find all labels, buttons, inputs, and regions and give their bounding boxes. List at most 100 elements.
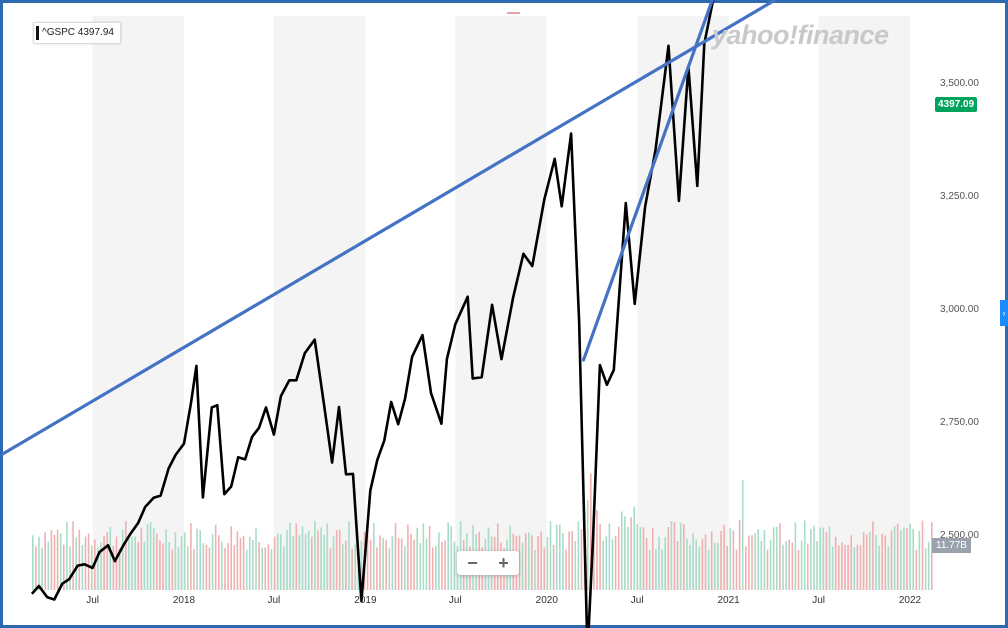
volume-bar — [562, 532, 564, 590]
volume-bar — [924, 548, 927, 590]
volume-bar — [608, 523, 611, 590]
volume-bar — [428, 525, 431, 590]
volume-bar — [276, 533, 279, 590]
volume-bar — [348, 521, 350, 590]
volume-bar — [862, 532, 865, 590]
volume-bar — [552, 545, 555, 590]
year-band — [818, 16, 910, 590]
volume-bar — [360, 540, 363, 590]
volume-bar — [720, 531, 722, 590]
zoom-in-button[interactable]: + — [498, 553, 509, 573]
volume-bar — [332, 536, 335, 590]
volume-bar — [695, 539, 697, 590]
volume-bar — [689, 544, 691, 590]
zoom-out-button[interactable]: − — [467, 553, 478, 573]
volume-bar — [125, 521, 127, 590]
volume-bar — [844, 545, 846, 590]
volume-bar — [314, 520, 316, 590]
volume-bar — [373, 523, 375, 590]
volume-bar — [162, 543, 164, 590]
volume-bar — [410, 533, 412, 590]
volume-bar — [803, 520, 806, 590]
volume-bar — [397, 537, 400, 590]
volume-bar — [704, 534, 707, 590]
volume-bar — [859, 545, 862, 590]
volume-bar — [717, 542, 719, 590]
volume-bar — [645, 538, 648, 590]
volume-bar — [335, 530, 338, 590]
volume-bar — [726, 546, 728, 590]
volume-bar — [140, 527, 143, 590]
volume-bar — [661, 549, 663, 590]
volume-bar — [431, 547, 434, 590]
volume-bar — [524, 532, 527, 590]
volume-bar — [831, 546, 834, 590]
volume-bar — [819, 527, 821, 590]
side-panel-tab[interactable]: › — [1000, 300, 1008, 326]
volume-bar — [636, 524, 639, 590]
x-axis-ticks: Jul 2018 Jul 2019 Jul 2020 Jul 2021 Jul 2022 — [86, 595, 921, 606]
volume-bar — [531, 535, 533, 590]
volume-bar — [732, 530, 735, 590]
x-tick-label: 2022 — [899, 595, 922, 606]
volume-bar — [648, 550, 651, 590]
volume-bar — [255, 528, 257, 590]
volume-bar — [444, 540, 446, 590]
volume-bar — [280, 534, 282, 590]
volume-bar — [794, 522, 797, 590]
volume-bar — [903, 527, 905, 590]
volume-bar — [912, 528, 914, 590]
volume-bar — [670, 521, 673, 590]
volume-bar — [745, 546, 747, 590]
volume-bar — [32, 535, 34, 590]
volume-bar — [577, 521, 580, 590]
x-tick-label: 2019 — [354, 595, 377, 606]
volume-bar — [518, 535, 521, 590]
volume-bar — [304, 533, 307, 590]
volume-bar — [797, 549, 800, 590]
volume-bar — [224, 548, 226, 590]
volume-bar — [893, 526, 896, 590]
volume-bar — [853, 546, 856, 590]
volume-bar — [69, 546, 71, 590]
volume-bar — [295, 523, 298, 590]
volume-bar — [407, 524, 409, 590]
volume-bar — [611, 539, 614, 590]
volume-bar — [655, 549, 657, 590]
volume-bar — [763, 530, 766, 590]
ticker-badge[interactable]: ^GSPC 4397.94 — [33, 22, 121, 44]
volume-bar — [785, 541, 787, 590]
volume-bar — [714, 542, 716, 590]
volume-bar — [78, 529, 81, 590]
trend-line — [0, 0, 779, 456]
volume-bar — [47, 541, 50, 590]
volume-bar — [450, 526, 453, 590]
volume-bar — [624, 516, 626, 590]
volume-bar — [72, 521, 74, 590]
volume-bar — [900, 530, 902, 590]
volume-bar — [379, 535, 381, 590]
volume-bar — [707, 549, 710, 590]
volume-bar — [391, 536, 394, 590]
volume-bar — [869, 531, 871, 590]
volume-bar — [50, 530, 53, 590]
volume-bar — [453, 541, 456, 590]
price-series — [30, 0, 715, 628]
volume-bar — [345, 540, 347, 590]
year-band — [455, 16, 547, 590]
volume-bar — [890, 530, 893, 590]
volume-bar — [723, 524, 725, 590]
volume-bar — [59, 533, 62, 590]
volume-bar — [252, 539, 254, 590]
volume-bar — [81, 544, 84, 590]
volume-bar — [366, 525, 369, 590]
volume-bar — [729, 527, 732, 590]
year-bands — [92, 16, 910, 590]
volume-bar — [187, 546, 189, 590]
volume-bar — [441, 541, 443, 590]
volume-bar — [354, 544, 356, 590]
volume-bar — [673, 522, 676, 590]
volume-bar — [528, 532, 530, 590]
volume-bar — [834, 536, 837, 590]
